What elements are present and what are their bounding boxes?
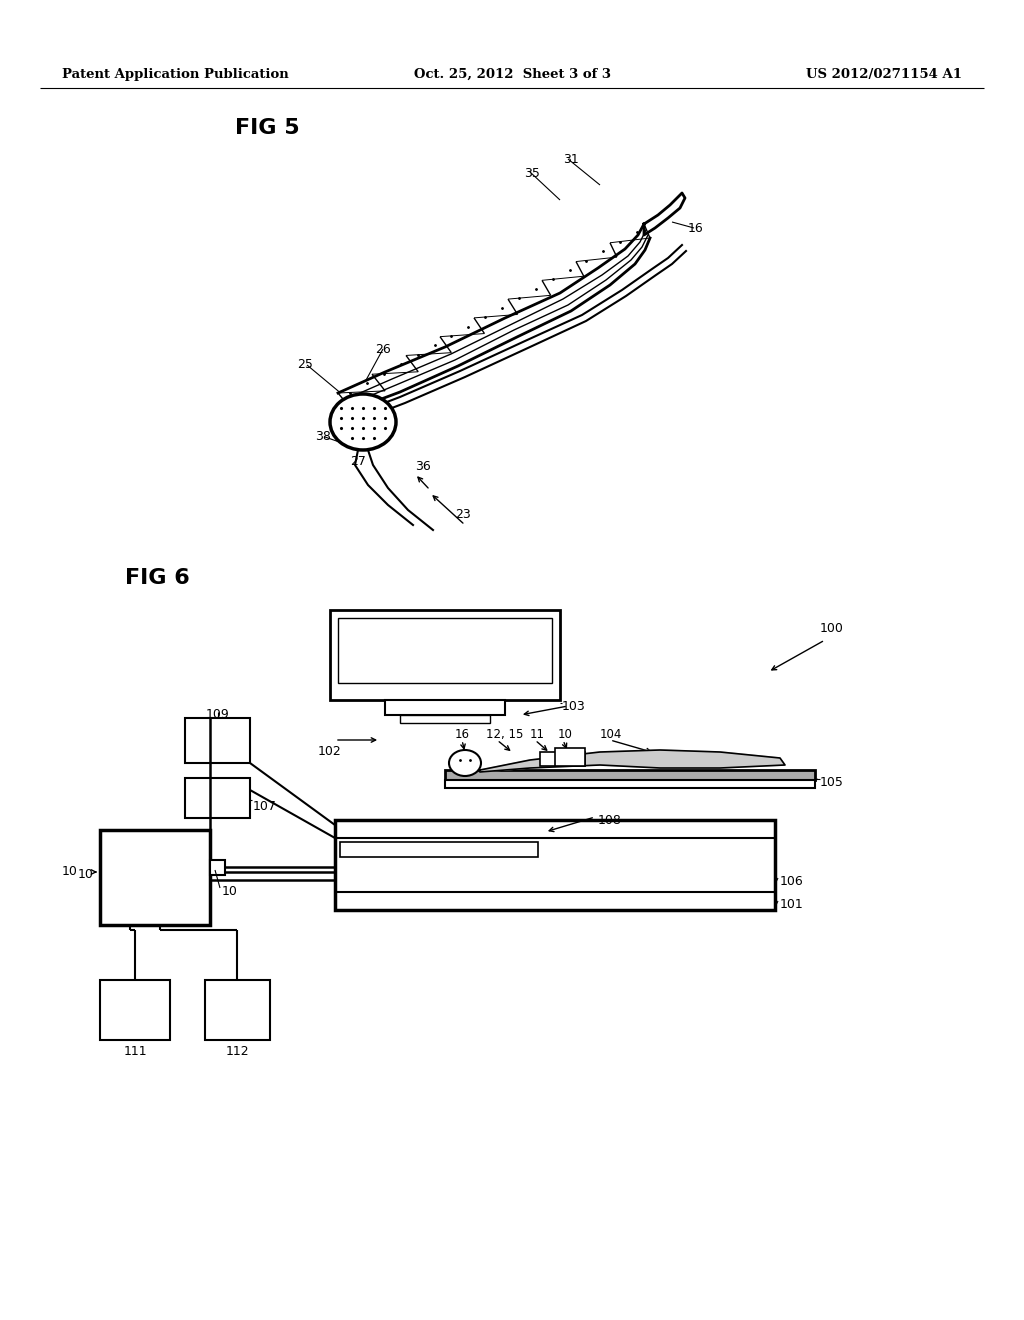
Ellipse shape xyxy=(449,750,481,776)
Text: 12, 15: 12, 15 xyxy=(486,729,523,741)
Text: 25: 25 xyxy=(297,358,313,371)
Ellipse shape xyxy=(330,393,396,450)
Text: US 2012/0271154 A1: US 2012/0271154 A1 xyxy=(806,69,962,81)
Bar xyxy=(100,830,210,925)
Bar xyxy=(385,700,505,715)
Bar xyxy=(100,979,170,1040)
Bar xyxy=(540,752,585,766)
Text: Patent Application Publication: Patent Application Publication xyxy=(62,69,289,81)
Text: 27: 27 xyxy=(350,455,366,469)
Polygon shape xyxy=(644,193,685,235)
Text: 11: 11 xyxy=(530,729,545,741)
Text: 104: 104 xyxy=(600,729,623,741)
Text: 102: 102 xyxy=(318,744,342,758)
Bar xyxy=(210,861,225,875)
Bar xyxy=(335,820,775,909)
Text: FIG 6: FIG 6 xyxy=(125,568,189,587)
Bar xyxy=(445,780,815,788)
Text: 35: 35 xyxy=(524,168,540,180)
Bar xyxy=(555,748,585,766)
Text: 36: 36 xyxy=(415,459,431,473)
Bar xyxy=(340,842,538,857)
Text: 105: 105 xyxy=(820,776,844,789)
Text: 10: 10 xyxy=(78,869,94,880)
Bar xyxy=(338,618,552,682)
Text: 111: 111 xyxy=(123,1045,146,1059)
Text: 100: 100 xyxy=(820,622,844,635)
Text: 108: 108 xyxy=(598,814,622,828)
Text: 101: 101 xyxy=(780,898,804,911)
Text: 16: 16 xyxy=(688,222,703,235)
Text: 103: 103 xyxy=(562,700,586,713)
Polygon shape xyxy=(338,224,650,411)
Text: Oct. 25, 2012  Sheet 3 of 3: Oct. 25, 2012 Sheet 3 of 3 xyxy=(414,69,610,81)
Bar xyxy=(445,770,815,780)
Text: 31: 31 xyxy=(563,153,579,166)
Text: 23: 23 xyxy=(455,508,471,521)
Text: 10: 10 xyxy=(62,865,78,878)
Text: 10: 10 xyxy=(558,729,572,741)
Text: 112: 112 xyxy=(225,1045,249,1059)
Text: 38: 38 xyxy=(315,430,331,444)
Text: 26: 26 xyxy=(375,343,391,356)
Bar xyxy=(205,979,270,1040)
Text: 107: 107 xyxy=(253,800,276,813)
Text: 109: 109 xyxy=(206,708,229,721)
Polygon shape xyxy=(475,750,785,772)
Bar xyxy=(330,610,560,700)
Text: FIG 5: FIG 5 xyxy=(234,117,300,139)
Bar xyxy=(185,777,250,818)
Text: 16: 16 xyxy=(455,729,470,741)
Bar xyxy=(400,715,490,723)
Text: 10: 10 xyxy=(222,884,238,898)
Bar xyxy=(185,718,250,763)
Text: 106: 106 xyxy=(780,875,804,888)
